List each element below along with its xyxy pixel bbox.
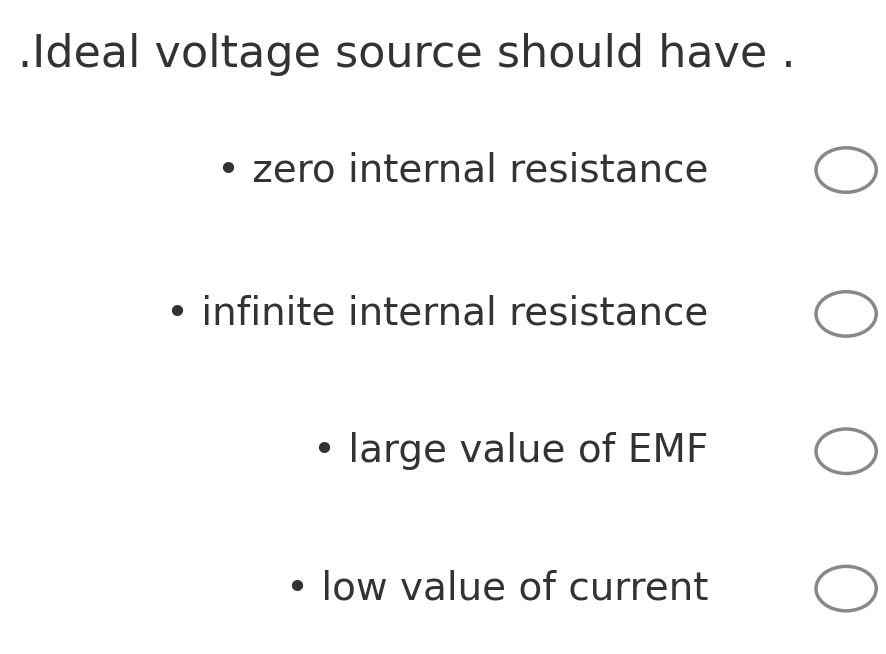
Text: • zero internal resistance: • zero internal resistance — [217, 151, 709, 189]
Text: • low value of current: • low value of current — [286, 570, 709, 608]
Text: • infinite internal resistance: • infinite internal resistance — [167, 295, 709, 333]
Text: .Ideal voltage source should have .: .Ideal voltage source should have . — [18, 33, 796, 76]
Text: • large value of EMF: • large value of EMF — [314, 432, 709, 470]
